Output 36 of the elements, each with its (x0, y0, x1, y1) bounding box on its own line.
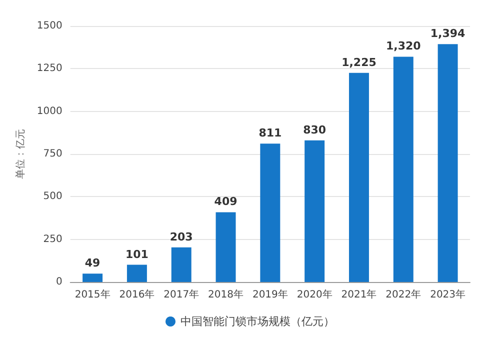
x-tick-label: 2020年 (296, 288, 332, 300)
y-tick-label: 750 (43, 148, 62, 160)
data-label: 1,394 (430, 27, 466, 40)
data-label: 811 (258, 126, 282, 140)
bar (348, 72, 369, 282)
data-label: 1,225 (342, 56, 376, 69)
bar (260, 144, 280, 282)
legend-label: 中国智能门锁市场规模（亿元） (180, 315, 334, 328)
bar (126, 264, 147, 282)
y-tick-label: 0 (56, 276, 62, 288)
x-tick-label: 2019年 (252, 288, 288, 300)
x-tick-label: 2017年 (164, 288, 200, 300)
y-tick-label: 500 (43, 191, 62, 202)
data-label: 409 (214, 195, 238, 208)
data-label: 1,320 (386, 40, 422, 53)
x-tick-label: 2023年 (430, 288, 466, 300)
x-tick-label: 2021年 (341, 288, 377, 300)
bar (216, 212, 236, 282)
bar (438, 44, 458, 282)
bar (171, 247, 192, 282)
y-tick-label: 250 (43, 234, 62, 245)
bar (304, 140, 325, 282)
y-tick-label: 1250 (36, 63, 62, 74)
bar (82, 274, 103, 282)
x-tick-label: 2018年 (208, 288, 244, 300)
data-label: 203 (170, 230, 193, 244)
x-tick-label: 2022年 (386, 288, 422, 300)
x-tick-label: 2016年 (119, 288, 155, 300)
x-tick-label: 2015年 (74, 288, 110, 300)
y-tick-label: 1500 (36, 20, 62, 32)
y-tick-label: 1000 (36, 106, 62, 117)
data-label: 101 (125, 248, 148, 261)
bar (393, 56, 414, 282)
data-label: 830 (303, 123, 326, 136)
y-axis-title: 单位：亿元 (14, 129, 26, 179)
data-label: 49 (84, 256, 100, 270)
